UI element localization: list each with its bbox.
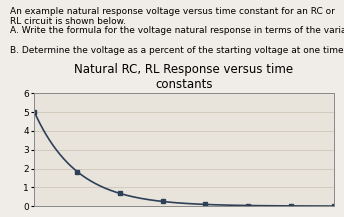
Title: Natural RC, RL Response versus time
constants: Natural RC, RL Response versus time cons… [75, 63, 293, 91]
Text: B. Determine the voltage as a percent of the starting voltage at one time consta: B. Determine the voltage as a percent of… [10, 46, 344, 54]
Text: A. Write the formula for the voltage natural response in terms of the variable t: A. Write the formula for the voltage nat… [10, 26, 344, 35]
Text: An example natural response voltage versus time constant for an RC or RL circuit: An example natural response voltage vers… [10, 7, 335, 26]
